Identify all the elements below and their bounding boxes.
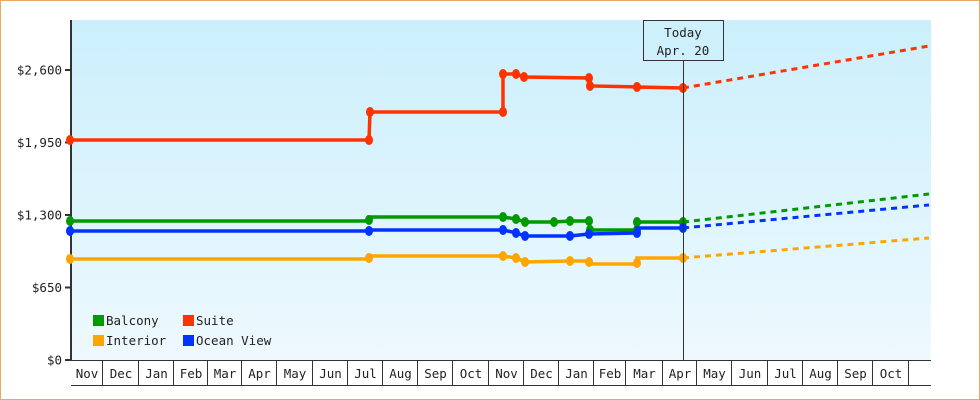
x-month-label: Nov	[76, 366, 99, 381]
data-point[interactable]	[585, 228, 593, 239]
data-point[interactable]	[520, 72, 528, 83]
y-tick-label: $0	[47, 353, 62, 368]
x-month-label: Dec	[530, 366, 553, 381]
series-suite	[66, 44, 930, 146]
series-interior	[66, 236, 930, 268]
legend: Balcony Suite Interior Ocean View	[93, 313, 272, 348]
data-point[interactable]	[365, 252, 373, 263]
axes: $0 $650 $1,300 $1,950 $2,600 Nov Dec Jan Feb Mar A…	[17, 20, 931, 386]
data-point[interactable]	[633, 227, 641, 238]
data-point[interactable]	[521, 230, 529, 241]
data-point[interactable]	[633, 81, 641, 92]
legend-swatch	[93, 315, 104, 326]
legend-label: Suite	[196, 313, 234, 328]
data-point[interactable]	[585, 73, 593, 84]
data-point[interactable]	[585, 256, 593, 267]
x-month-label: Sep	[844, 366, 867, 381]
data-point[interactable]	[633, 257, 641, 268]
legend-swatch	[93, 335, 104, 346]
x-month-label: Jul	[354, 366, 377, 381]
x-month-label: Jun	[319, 366, 342, 381]
data-point[interactable]	[585, 216, 593, 227]
x-month-label: Mar	[633, 366, 656, 381]
x-month-label: Oct	[460, 366, 483, 381]
x-month-label: Jun	[739, 366, 762, 381]
forecast-line	[682, 236, 930, 260]
data-point[interactable]	[365, 135, 373, 146]
series-lines	[66, 44, 930, 268]
legend-item-balcony[interactable]: Balcony	[93, 313, 159, 328]
data-point[interactable]	[66, 253, 74, 264]
data-point[interactable]	[512, 214, 520, 225]
x-month-label: Jan	[565, 366, 588, 381]
data-point[interactable]	[566, 230, 574, 241]
legend-label: Ocean View	[196, 333, 272, 348]
legend-item-interior[interactable]: Interior	[93, 333, 167, 348]
legend-swatch	[183, 315, 194, 326]
data-point[interactable]	[521, 217, 529, 228]
x-month-label: Apr	[669, 366, 692, 381]
data-point[interactable]	[66, 216, 74, 227]
data-point[interactable]	[499, 251, 507, 262]
data-point[interactable]	[366, 106, 374, 117]
legend-item-suite[interactable]: Suite	[183, 313, 234, 328]
x-month-label: Feb	[599, 366, 622, 381]
y-tick-label: $2,600	[17, 63, 62, 78]
data-point[interactable]	[566, 216, 574, 227]
data-point[interactable]	[586, 80, 594, 91]
x-month-label: Apr	[248, 366, 271, 381]
forecast-line	[682, 44, 930, 90]
legend-label: Interior	[106, 333, 167, 348]
data-point[interactable]	[499, 69, 507, 80]
x-month-label: Aug	[809, 366, 832, 381]
x-month-label: Oct	[880, 366, 903, 381]
data-point[interactable]	[365, 215, 373, 226]
x-month-label: Sep	[424, 366, 447, 381]
today-label: Today	[664, 25, 702, 40]
today-box	[643, 20, 724, 61]
x-month-label: Nov	[495, 366, 518, 381]
legend-item-ocean-view[interactable]: Ocean View	[183, 333, 272, 348]
data-point[interactable]	[365, 225, 373, 236]
x-month-label: Jan	[145, 366, 168, 381]
data-point[interactable]	[512, 227, 520, 238]
data-point[interactable]	[566, 255, 574, 266]
legend-swatch	[183, 335, 194, 346]
y-tick-label: $1,950	[17, 135, 62, 150]
x-month-label: Aug	[389, 366, 412, 381]
data-point[interactable]	[550, 217, 558, 228]
series-ocean-view	[66, 203, 930, 241]
y-tick-label: $1,300	[17, 208, 62, 223]
forecast-line	[682, 203, 930, 230]
x-month-label: May	[703, 366, 726, 381]
forecast-line	[682, 192, 930, 224]
x-month-label: Mar	[214, 366, 237, 381]
today-marker: Today Apr. 20	[643, 20, 724, 360]
x-month-label: Feb	[180, 366, 203, 381]
data-point[interactable]	[521, 256, 529, 267]
x-month-label: Dec	[110, 366, 133, 381]
x-month-label: Jul	[774, 366, 797, 381]
data-point[interactable]	[499, 224, 507, 235]
data-point[interactable]	[499, 106, 507, 117]
data-point[interactable]	[499, 212, 507, 223]
today-date: Apr. 20	[657, 43, 710, 58]
legend-label: Balcony	[106, 313, 159, 328]
x-month-label: May	[284, 366, 307, 381]
data-point[interactable]	[66, 135, 74, 146]
data-point[interactable]	[66, 225, 74, 236]
data-point[interactable]	[633, 217, 641, 228]
y-tick-label: $650	[32, 280, 62, 295]
data-point[interactable]	[512, 69, 520, 80]
data-point[interactable]	[512, 252, 520, 263]
